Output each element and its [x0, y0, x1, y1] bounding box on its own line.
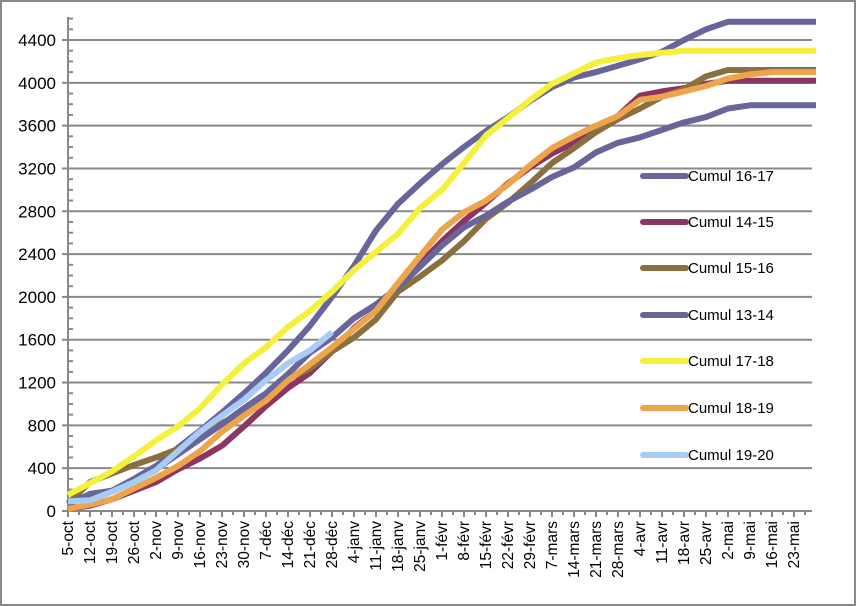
x-tick-label: 4-avr	[632, 521, 649, 556]
x-tick-label: 7-déc	[258, 521, 275, 560]
legend-label: Cumul 17-18	[688, 353, 774, 370]
y-tick-label: 4000	[18, 74, 56, 93]
legend-item: Cumul 14-15	[640, 214, 774, 231]
series-line-cumul-15-16	[65, 67, 816, 506]
y-tick-label: 0	[47, 502, 56, 521]
x-tick-label: 9-mai	[742, 521, 759, 560]
x-tick-label: 14-déc	[280, 521, 297, 569]
x-tick-label: 1-févr	[434, 521, 451, 561]
y-axis: 0 400 800 1200 1600 2000 2400 2800 3200 3600 4000 4…	[18, 17, 73, 521]
y-tick-label: 2400	[18, 245, 56, 264]
x-tick-label: 16-mai	[764, 521, 781, 568]
x-tick-label: 21-mars	[588, 521, 605, 578]
x-tick-label: 28-mars	[610, 521, 627, 578]
y-tick-label: 1200	[18, 374, 56, 393]
x-tick-label: 4-janv	[346, 521, 363, 563]
legend-item: Cumul 13-14	[640, 307, 774, 324]
legend-item: Cumul 18-19	[640, 400, 774, 417]
y-tick-label: 800	[28, 416, 56, 435]
x-tick-label: 22-févr	[500, 521, 517, 569]
y-tick-label: 4400	[18, 31, 56, 50]
series-line-cumul-13-14	[67, 102, 816, 506]
legend-item: Cumul 17-18	[640, 353, 774, 370]
legend-item: Cumul 15-16	[640, 260, 774, 277]
legend-item: Cumul 19-20	[640, 447, 774, 464]
y-tick-label: 400	[28, 459, 56, 478]
legend-item: Cumul 16-17	[640, 168, 774, 185]
x-tick-label: 23-nov	[214, 521, 231, 569]
x-tick-label: 18-avr	[676, 521, 693, 565]
x-tick-label: 8-févr	[456, 521, 473, 561]
x-tick-label: 28-déc	[324, 521, 341, 569]
x-tick-label: 2-mai	[720, 521, 737, 560]
x-tick-label: 5-oct	[60, 520, 77, 555]
x-tick-label: 23-mai	[786, 521, 803, 568]
legend-label: Cumul 15-16	[688, 260, 774, 277]
y-tick-label: 2800	[18, 202, 56, 221]
x-tick-label: 25-avr	[698, 521, 715, 565]
legend-label: Cumul 14-15	[688, 214, 774, 231]
x-tick-label: 2-nov	[148, 521, 165, 560]
x-tick-label: 14-mars	[566, 521, 583, 578]
x-tick-label: 15-févr	[478, 521, 495, 569]
y-tick-label: 2000	[18, 288, 56, 307]
y-tick-label: 1600	[18, 331, 56, 350]
legend-label: Cumul 13-14	[688, 307, 774, 324]
y-tick-label: 3600	[18, 117, 56, 136]
x-tick-label: 11-avr	[654, 521, 671, 564]
series-line-cumul-19-20	[67, 329, 334, 505]
x-tick-label: 29-févr	[522, 521, 539, 569]
series-line-cumul-18-19	[67, 69, 816, 512]
x-axis: 5-oct 12-oct 19-oct 26-oct 2-nov 9-nov 16-nov 2…	[60, 510, 812, 578]
gridlines	[68, 39, 812, 470]
x-tick-label: 16-nov	[192, 521, 209, 569]
y-tick-label: 3200	[18, 159, 56, 178]
x-tick-label: 30-nov	[236, 521, 253, 569]
legend-label: Cumul 19-20	[688, 447, 774, 464]
x-tick-label: 12-oct	[82, 520, 99, 564]
legend: Cumul 16-17 Cumul 14-15 Cumul 15-16 Cumul 1…	[640, 168, 774, 464]
series-line-cumul-17-18	[66, 47, 816, 498]
legend-label: Cumul 16-17	[688, 168, 774, 185]
x-tick-label: 11-janv	[368, 521, 385, 571]
x-tick-label: 18-janv	[390, 521, 407, 572]
x-tick-label: 9-nov	[170, 521, 187, 560]
x-tick-label: 7-mars	[544, 521, 561, 569]
legend-label: Cumul 18-19	[688, 400, 774, 417]
x-tick-label: 19-oct	[104, 520, 121, 564]
x-tick-label: 26-oct	[126, 520, 143, 564]
series-lines	[65, 18, 816, 512]
x-tick-label: 25-janv	[412, 521, 429, 572]
x-tick-label: 21-déc	[302, 521, 319, 569]
